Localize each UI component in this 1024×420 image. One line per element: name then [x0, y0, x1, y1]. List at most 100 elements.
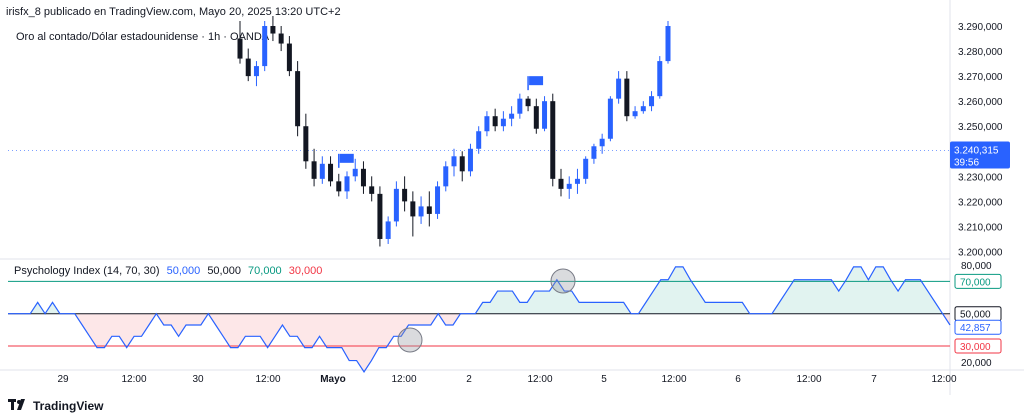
current-price-badge — [950, 141, 1010, 169]
candle-body — [542, 101, 548, 129]
candle-body — [336, 181, 342, 192]
candle-series — [237, 15, 671, 247]
candle-body — [492, 116, 498, 127]
candle — [624, 71, 630, 122]
osc-tick-label: 20,000 — [961, 358, 992, 369]
time-tick-label: 29 — [57, 374, 69, 385]
candle-body — [476, 131, 482, 149]
indicator-value-4: 30,000 — [288, 265, 323, 277]
candle-body — [402, 188, 408, 202]
grid — [0, 0, 1024, 395]
countdown-label: 39:56 — [954, 157, 979, 168]
candle — [410, 191, 416, 237]
time-tick-label: 12:00 — [391, 374, 416, 385]
candle-body — [328, 163, 334, 182]
candle — [616, 71, 622, 104]
candle — [607, 96, 613, 142]
price-tick-label: 3.290,000 — [958, 22, 1003, 33]
highlight-circle — [397, 327, 423, 353]
candle-body — [467, 148, 473, 172]
candle — [533, 98, 539, 134]
candle-body — [624, 78, 630, 117]
candle-body — [591, 146, 597, 159]
candle — [319, 156, 325, 184]
indicator-value-2: 50,000 — [207, 265, 241, 277]
time-tick-label: Mayo — [320, 374, 346, 385]
candle — [360, 161, 366, 194]
candle — [632, 106, 638, 119]
candle — [525, 96, 531, 112]
candle — [500, 111, 506, 132]
flag-icon — [527, 76, 544, 91]
candle — [574, 168, 580, 194]
candle-body — [574, 178, 580, 184]
candle — [377, 186, 383, 247]
candle — [435, 181, 441, 219]
candle-body — [435, 186, 441, 214]
candle — [467, 143, 473, 177]
oversold-fill — [8, 313, 950, 372]
oscillator-pane — [8, 266, 951, 373]
time-tick-label: 12:00 — [931, 374, 956, 385]
price-tick-label: 3.220,000 — [958, 197, 1003, 208]
candle-body — [665, 26, 671, 62]
candle — [517, 93, 523, 119]
candle-body — [270, 26, 276, 34]
time-tick-label: 12:00 — [527, 374, 552, 385]
candle — [253, 61, 259, 87]
candle-body — [319, 163, 325, 179]
osc-tick-label: 80,000 — [961, 261, 992, 272]
candle — [369, 176, 375, 202]
candle — [509, 106, 515, 127]
candle — [418, 196, 424, 224]
candle — [237, 21, 243, 64]
price-tick-label: 3.260,000 — [958, 97, 1003, 108]
candle — [245, 48, 251, 82]
candle — [352, 158, 358, 182]
candle-body — [583, 158, 589, 179]
price-tick-label: 3.270,000 — [958, 72, 1003, 83]
candle — [286, 36, 292, 77]
candle — [426, 191, 432, 227]
candle-body — [451, 156, 457, 167]
candle — [542, 96, 548, 132]
candle-body — [525, 98, 531, 107]
current-index-badge-box — [954, 319, 1002, 335]
time-tick-label: 30 — [192, 374, 204, 385]
time-tick-label: 12:00 — [121, 374, 146, 385]
flags — [338, 76, 544, 168]
price-tick-label: 3.230,000 — [958, 172, 1003, 183]
candle-body — [278, 33, 284, 44]
current-price-label: 3.240,315 — [954, 145, 999, 156]
candle-body — [558, 178, 564, 189]
upper-level-badge: 70,000 — [960, 277, 991, 288]
mid-level-badge: 50,000 — [960, 310, 991, 321]
candle-body — [640, 106, 646, 112]
candle — [649, 91, 655, 112]
psychology-index-line — [8, 266, 951, 373]
price-tick-label: 3.250,000 — [958, 122, 1003, 133]
overbought-fill — [8, 266, 950, 314]
brand: TradingView — [8, 398, 103, 413]
flag-icon — [338, 153, 354, 168]
candle-body — [649, 96, 655, 107]
upper-level-badge-box — [954, 273, 1002, 289]
candle — [402, 176, 408, 212]
candle-body — [517, 98, 523, 114]
candle — [566, 176, 572, 199]
candle — [451, 148, 457, 177]
price-tick-label: 3.210,000 — [958, 222, 1003, 233]
time-tick-label: 12:00 — [661, 374, 686, 385]
candle — [583, 156, 589, 184]
symbol-title: Oro al contado/Dólar estadounidense · 1h… — [16, 31, 270, 43]
candle — [492, 108, 498, 132]
candle-body — [459, 156, 465, 172]
publisher-line: irisfx_8 publicado en TradingView.com, M… — [6, 6, 341, 18]
candle-body — [533, 106, 539, 129]
candle — [665, 21, 671, 64]
candle — [476, 126, 482, 154]
candle-body — [410, 201, 416, 217]
lower-level-badge-box — [954, 338, 1002, 354]
candle-body — [385, 221, 391, 239]
